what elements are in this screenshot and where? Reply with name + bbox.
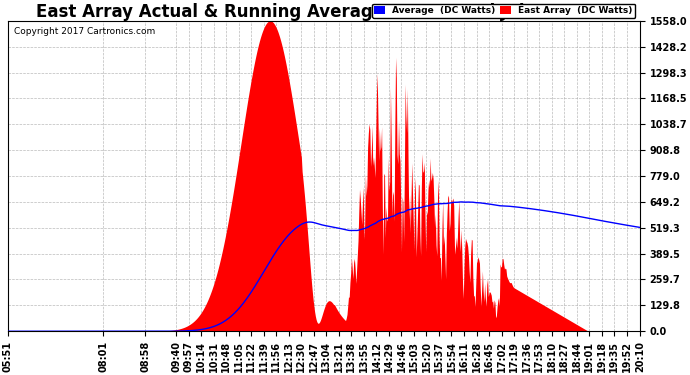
Text: Copyright 2017 Cartronics.com: Copyright 2017 Cartronics.com xyxy=(14,27,155,36)
Title: East Array Actual & Running Average Power Wed Jul 12 20:12: East Array Actual & Running Average Powe… xyxy=(36,3,612,21)
Legend: Average  (DC Watts), East Array  (DC Watts): Average (DC Watts), East Array (DC Watts… xyxy=(372,3,635,18)
